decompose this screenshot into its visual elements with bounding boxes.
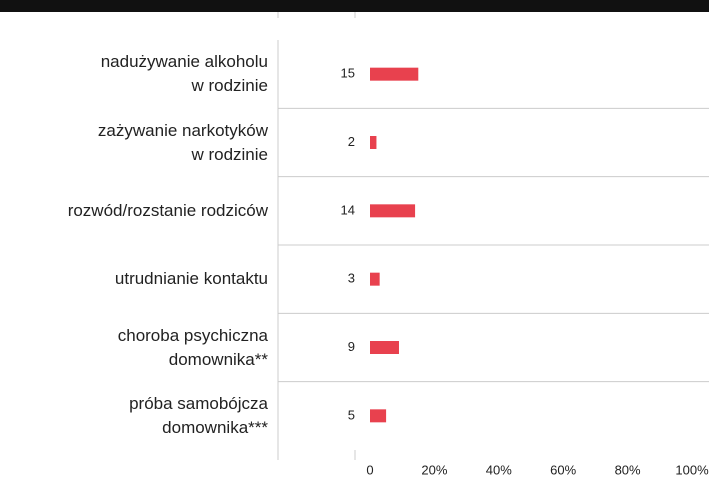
value-label: 5 — [348, 407, 355, 422]
bar — [370, 204, 416, 218]
value-label: 2 — [348, 134, 355, 149]
value-label: 15 — [341, 66, 355, 81]
bar — [370, 67, 419, 81]
value-label: 9 — [348, 339, 355, 354]
category-label: utrudnianie kontaktu — [114, 269, 268, 289]
top-bar — [0, 0, 709, 12]
category-label: nadużywanie alkoholu w rodzinie — [100, 52, 268, 96]
x-tick-label: 60% — [550, 462, 576, 477]
x-tick-label: 0 — [366, 462, 373, 477]
x-tick-label: 100% — [675, 462, 709, 477]
x-tick-label: 80% — [615, 462, 641, 477]
bar — [370, 272, 380, 286]
value-label: 14 — [341, 202, 355, 217]
bar — [370, 136, 377, 149]
category-label: próba samobójcza domownika*** — [129, 393, 268, 437]
category-label: choroba psychiczna domownika** — [117, 325, 268, 369]
bar — [370, 409, 387, 423]
x-tick-label: 20% — [421, 462, 447, 477]
bar — [370, 341, 399, 354]
category-label: zażywanie narkotyków w rodzinie — [97, 120, 268, 164]
x-tick-label: 40% — [486, 462, 512, 477]
value-label: 3 — [348, 271, 355, 286]
category-label: rozwód/rozstanie rodziców — [67, 200, 268, 220]
